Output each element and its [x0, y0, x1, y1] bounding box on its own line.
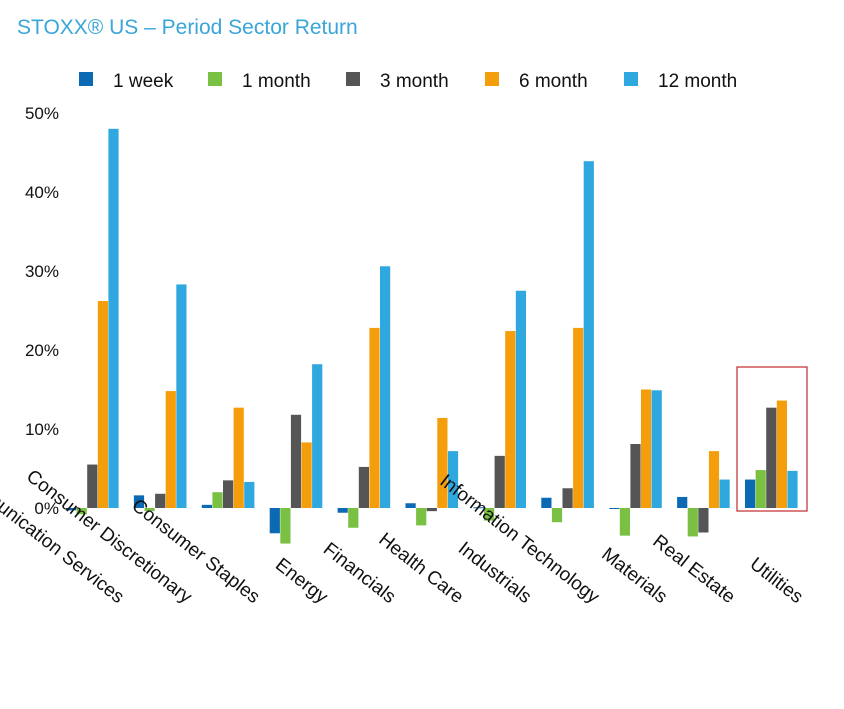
- bar: [223, 480, 234, 508]
- bar: [380, 266, 391, 508]
- bar: [687, 508, 698, 537]
- bar: [766, 407, 777, 508]
- x-category-label: Utilities: [746, 554, 807, 608]
- bar: [301, 442, 312, 508]
- bar: [609, 508, 620, 509]
- y-tick-label: 30%: [25, 262, 59, 281]
- legend-label-2: 1 month: [242, 71, 311, 92]
- y-tick-label: 50%: [25, 104, 59, 123]
- bar: [244, 481, 255, 508]
- bar: [269, 508, 280, 534]
- bar: [133, 495, 145, 508]
- bar: [176, 284, 187, 508]
- bar: [719, 479, 730, 508]
- legend-label-1: 1 week: [113, 71, 174, 92]
- bar: [583, 161, 594, 508]
- chart-title: STOXX® US – Period Sector Return: [17, 16, 358, 39]
- legend-swatch-4: [485, 72, 499, 86]
- legend: 1 week 1 month 3 month 6 month 12 month: [79, 71, 737, 92]
- bar: [473, 507, 484, 509]
- bar: [66, 508, 77, 511]
- bar: [405, 503, 416, 508]
- y-tick-label: 0%: [34, 499, 59, 518]
- highlight-box: [736, 366, 808, 512]
- bar: [708, 451, 720, 508]
- bar: [698, 508, 709, 533]
- legend-label-5: 12 month: [658, 71, 737, 92]
- bar: [551, 508, 563, 523]
- bar: [76, 508, 87, 515]
- legend-swatch-2: [208, 72, 222, 86]
- y-tick-label: 40%: [25, 183, 59, 202]
- bar: [641, 389, 652, 508]
- bar: [108, 128, 119, 509]
- bar: [651, 390, 662, 508]
- bar: [515, 290, 526, 508]
- bar: [348, 508, 359, 528]
- bar: [416, 508, 427, 526]
- y-tick-label: 10%: [25, 420, 59, 439]
- bar: [677, 496, 688, 508]
- y-tick-label: 20%: [25, 341, 59, 360]
- bar: [165, 391, 176, 508]
- bar: [312, 364, 323, 508]
- bar: [437, 417, 448, 508]
- bar: [155, 493, 166, 508]
- bar: [484, 508, 495, 521]
- bar: [97, 301, 108, 508]
- bar: [619, 508, 630, 536]
- legend-swatch-5: [624, 72, 638, 86]
- bar: [290, 414, 302, 508]
- x-category-label: Energy: [271, 554, 332, 608]
- bar: [426, 508, 437, 512]
- bar: [745, 479, 756, 508]
- bar: [233, 407, 244, 508]
- bar: [494, 455, 505, 508]
- bars: [66, 128, 798, 544]
- legend-label-3: 3 month: [380, 71, 449, 92]
- bar: [573, 327, 584, 508]
- bar: [755, 470, 766, 508]
- bar: [369, 327, 380, 508]
- bar: [630, 444, 641, 508]
- legend-swatch-1: [79, 72, 93, 86]
- bar: [144, 508, 155, 512]
- bar: [562, 488, 573, 508]
- bar: [358, 466, 369, 508]
- bar: [87, 464, 98, 508]
- bar: [212, 492, 223, 508]
- y-axis: 0% 10% 20% 30% 40% 50%: [25, 104, 59, 518]
- bar: [776, 400, 787, 508]
- highlight-layer: [736, 366, 808, 512]
- legend-swatch-3: [346, 72, 360, 86]
- bar: [337, 508, 348, 513]
- legend-label-4: 6 month: [519, 71, 588, 92]
- bar: [201, 504, 212, 508]
- bar: [787, 470, 798, 508]
- bar: [280, 508, 291, 544]
- bar: [541, 497, 552, 508]
- bar: [505, 331, 516, 508]
- bar: [447, 451, 459, 508]
